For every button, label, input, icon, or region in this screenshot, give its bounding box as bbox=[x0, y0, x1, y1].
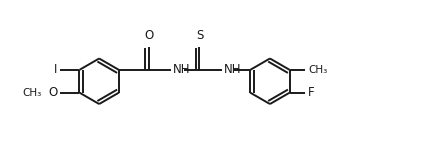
Text: CH₃: CH₃ bbox=[23, 88, 42, 98]
Text: NH: NH bbox=[224, 63, 242, 76]
Text: F: F bbox=[308, 86, 314, 99]
Text: NH: NH bbox=[173, 63, 191, 76]
Text: CH₃: CH₃ bbox=[308, 65, 327, 75]
Text: S: S bbox=[196, 29, 203, 42]
Text: O: O bbox=[144, 29, 153, 42]
Text: I: I bbox=[55, 63, 58, 76]
Text: O: O bbox=[49, 86, 58, 99]
